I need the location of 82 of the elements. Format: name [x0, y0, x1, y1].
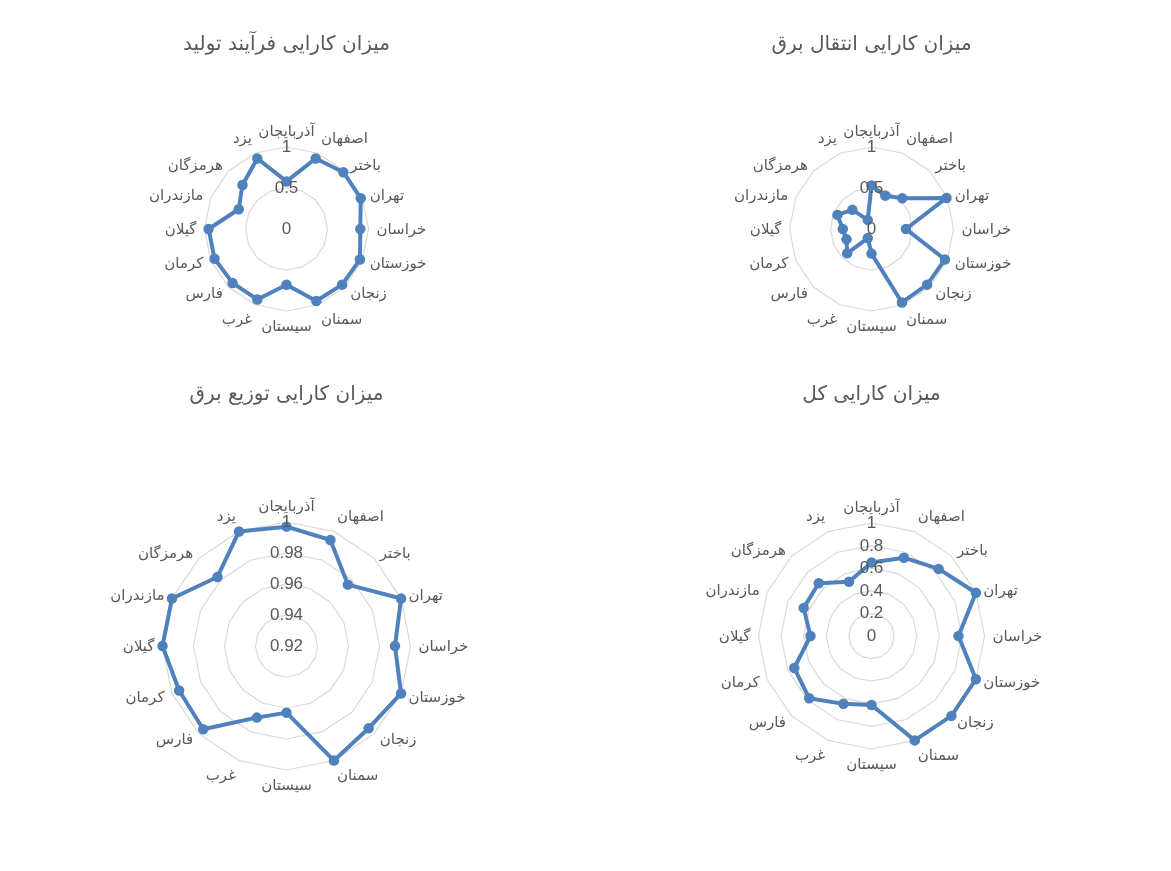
spoke-label: اصفهان	[320, 128, 368, 147]
spoke-label: زنجان	[379, 730, 417, 749]
y-tick-label: 0.92	[269, 636, 304, 655]
y-tick-label: 0.98	[269, 543, 304, 562]
spoke-label: کرمان	[749, 254, 790, 273]
spoke-label: سیستان	[846, 317, 897, 335]
spoke-label: سیستان	[846, 755, 897, 773]
spoke-label: تهران	[408, 586, 444, 605]
spoke-label: هرمزگان	[167, 156, 223, 175]
y-tick-label: 0.4	[859, 580, 884, 600]
spoke-label: غرب	[794, 745, 826, 764]
spoke-label: یزد	[817, 128, 838, 147]
spoke-label: هرمزگان	[730, 541, 787, 560]
spoke-label: مازندران	[705, 580, 760, 599]
spoke-label: مازندران	[149, 185, 204, 204]
spoke-label: خوزستان	[954, 254, 1012, 273]
chart-title: میزان کارایی فرآیند تولید	[183, 30, 390, 55]
spoke-label: سمنان	[337, 765, 379, 784]
spoke-label: فارس	[155, 730, 194, 749]
spoke-label: فارس	[770, 283, 808, 302]
y-tick-label: 0	[866, 626, 877, 645]
spoke-label: خراسان	[961, 220, 1012, 238]
y-tick-label: 0.96	[269, 574, 304, 593]
spoke-label: زنجان	[935, 283, 972, 302]
spoke-label: هرمزگان	[752, 156, 808, 175]
spoke-label: تهران	[983, 580, 1018, 599]
spoke-label: زنجان	[957, 712, 994, 731]
spoke-label: آذربایجان	[258, 122, 316, 140]
spoke-label: خوزستان	[369, 254, 427, 273]
spoke-label: مازندران	[734, 185, 789, 204]
spoke-label: یزد	[216, 507, 236, 526]
chart-title: میزان کارایی کل	[802, 381, 941, 405]
spoke-label: کرمان	[125, 687, 166, 706]
spoke-label: گیلان	[749, 220, 783, 238]
y-tick-label: 1	[281, 137, 292, 156]
y-tick-label: 0.8	[859, 535, 884, 555]
y-tick-label: 0	[281, 219, 292, 238]
spoke-label: گیلان	[718, 627, 752, 645]
y-tick-label: 0	[866, 219, 877, 238]
spoke-label: فارس	[748, 712, 786, 731]
spoke-label: غرب	[806, 310, 838, 329]
spoke-label: فارس	[185, 283, 223, 302]
spoke-label: گیلان	[164, 220, 198, 238]
spoke-label: سمنان	[905, 310, 948, 329]
y-tick-label: 0.5	[274, 178, 299, 197]
chart-title: میزان کارایی توزیع برق	[189, 381, 384, 405]
spoke-label: خراسان	[418, 637, 469, 655]
spoke-label: آذربایجان	[843, 498, 901, 516]
spoke-label: خوزستان	[983, 673, 1041, 692]
spoke-label: آذربایجان	[258, 497, 316, 515]
y-tick-label: 1	[866, 513, 877, 532]
spoke-label: سیستان	[261, 776, 312, 794]
y-tick-label: 0.94	[269, 605, 304, 624]
spoke-label: خوزستان	[408, 687, 466, 706]
spoke-label: اصفهان	[905, 128, 953, 147]
spoke-label: مازندران	[110, 586, 165, 605]
spoke-label: غرب	[205, 765, 237, 784]
spoke-label: گیلان	[122, 637, 156, 655]
spoke-label: اصفهان	[337, 507, 385, 526]
y-tick-label: 0.2	[859, 603, 884, 623]
spoke-label: سمنان	[320, 310, 363, 329]
spoke-label: تهران	[954, 185, 990, 204]
spoke-label: سمنان	[917, 745, 960, 764]
spoke-label: آذربایجان	[843, 122, 901, 140]
spoke-label: باختر	[956, 541, 988, 560]
spoke-label: هرمزگان	[137, 543, 194, 562]
spoke-label: خراسان	[992, 627, 1043, 645]
spoke-label: غرب	[221, 310, 253, 329]
spoke-label: باختر	[934, 156, 966, 175]
spoke-label: زنجان	[350, 283, 387, 302]
spoke-label: اصفهان	[917, 507, 965, 526]
spoke-label: خراسان	[376, 220, 427, 238]
y-tick-label: 1	[866, 137, 877, 156]
spoke-label: یزد	[806, 507, 826, 526]
spoke-label: یزد	[232, 128, 253, 147]
chart-title: میزان کارایی انتقال برق	[771, 31, 972, 55]
spoke-label: باختر	[349, 156, 381, 175]
spoke-label: کرمان	[164, 254, 205, 273]
spoke-label: باختر	[378, 543, 411, 562]
spoke-label: سیستان	[261, 317, 312, 335]
spoke-label: کرمان	[720, 673, 761, 692]
spoke-label: تهران	[369, 185, 405, 204]
